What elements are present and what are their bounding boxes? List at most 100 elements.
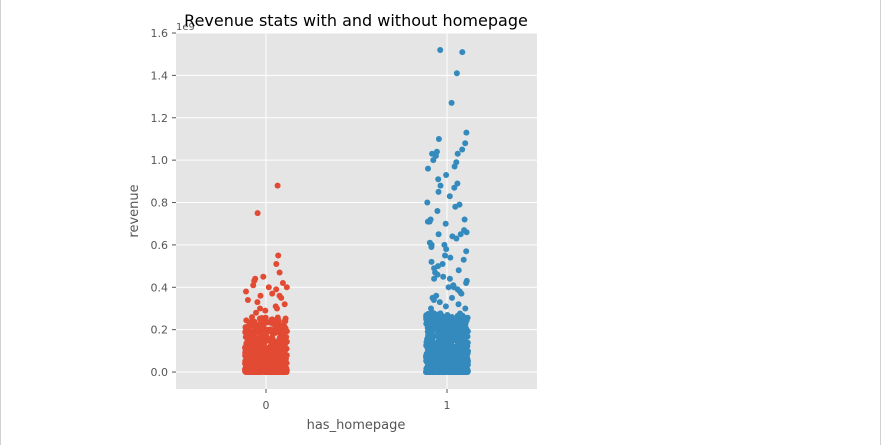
y-tick-label: 1.4 [151, 69, 169, 82]
data-point [442, 252, 448, 259]
data-point [436, 299, 443, 306]
data-point [252, 345, 258, 351]
data-point [258, 332, 265, 339]
x-tick-label: 0 [263, 399, 270, 412]
data-point [461, 322, 468, 329]
y-axis-offset-label: 1e9 [176, 22, 195, 33]
data-point [243, 288, 249, 295]
data-point [261, 359, 268, 366]
data-point [428, 258, 435, 265]
data-point [459, 49, 466, 56]
data-point [426, 366, 433, 373]
data-point [463, 280, 470, 286]
data-point [437, 182, 444, 189]
data-point [449, 294, 455, 301]
data-point [257, 305, 263, 312]
data-point [281, 346, 288, 353]
data-point [444, 369, 451, 375]
data-point [254, 210, 261, 217]
data-point [447, 356, 454, 363]
data-point [251, 335, 258, 341]
data-point [445, 325, 452, 332]
data-point [430, 352, 437, 359]
y-tick-label: 1.6 [151, 27, 169, 40]
data-point [423, 352, 430, 359]
y-tick-label: 0.4 [151, 281, 169, 294]
data-point [274, 327, 281, 334]
data-point [242, 347, 249, 354]
data-point [435, 176, 442, 183]
data-point [463, 129, 470, 136]
data-point [430, 157, 437, 164]
data-point [279, 357, 286, 364]
data-point [443, 172, 450, 178]
data-point [440, 362, 447, 369]
y-tick-label: 1.0 [151, 154, 169, 167]
data-point [243, 339, 250, 346]
y-tick-label: 0.0 [151, 366, 169, 379]
data-point [266, 319, 273, 326]
x-tick-label: 1 [444, 399, 451, 412]
data-point [242, 360, 249, 367]
data-point [283, 284, 290, 291]
data-point [434, 208, 441, 214]
data-point [277, 323, 284, 329]
data-point [279, 335, 286, 342]
data-point [434, 271, 441, 278]
data-point [271, 359, 278, 366]
y-tick-label: 1.2 [151, 112, 169, 125]
data-point [257, 347, 264, 354]
data-point [451, 163, 458, 170]
data-point [454, 150, 461, 157]
y-axis-ticks: 0.0 0.2 0.4 0.6 0.8 1.0 1.2 1.4 1.6 [151, 27, 176, 379]
data-point [249, 340, 256, 347]
y-tick-label: 0.8 [151, 197, 169, 210]
data-point [256, 315, 263, 322]
data-point [453, 235, 460, 242]
data-point [457, 341, 464, 348]
data-point [262, 349, 269, 356]
data-point [463, 248, 470, 255]
data-point [446, 193, 453, 200]
data-point [457, 315, 464, 322]
data-point [442, 220, 449, 227]
x-axis-label: has_homepage [307, 418, 406, 433]
data-point [454, 180, 461, 187]
data-point [257, 292, 264, 299]
data-point [281, 301, 288, 308]
data-point [436, 369, 443, 375]
data-point [431, 275, 438, 282]
data-point [442, 303, 449, 310]
data-point [459, 347, 466, 354]
data-point [279, 280, 286, 286]
data-point [443, 246, 450, 253]
data-point [457, 328, 464, 335]
data-point [423, 316, 430, 323]
data-point [273, 286, 280, 293]
data-point [440, 273, 447, 280]
data-point [446, 275, 453, 282]
data-point [268, 342, 275, 348]
data-point [259, 355, 266, 361]
data-point [441, 352, 448, 359]
data-point [437, 343, 444, 350]
y-tick-label: 0.6 [151, 239, 169, 252]
data-point [442, 347, 449, 354]
data-point [250, 362, 257, 369]
data-point [435, 231, 442, 238]
data-point [273, 261, 280, 267]
data-point [462, 140, 469, 147]
data-point [458, 290, 465, 297]
data-point [446, 317, 453, 324]
data-point [464, 357, 471, 364]
data-point [458, 365, 465, 372]
data-point [282, 352, 289, 359]
data-point [453, 70, 460, 77]
data-point [429, 329, 435, 335]
data-point [243, 368, 250, 375]
chart-title: Revenue stats with and without homepage [184, 11, 528, 30]
data-point [430, 297, 437, 303]
data-point [430, 310, 437, 317]
y-tick-label: 0.2 [151, 324, 169, 337]
